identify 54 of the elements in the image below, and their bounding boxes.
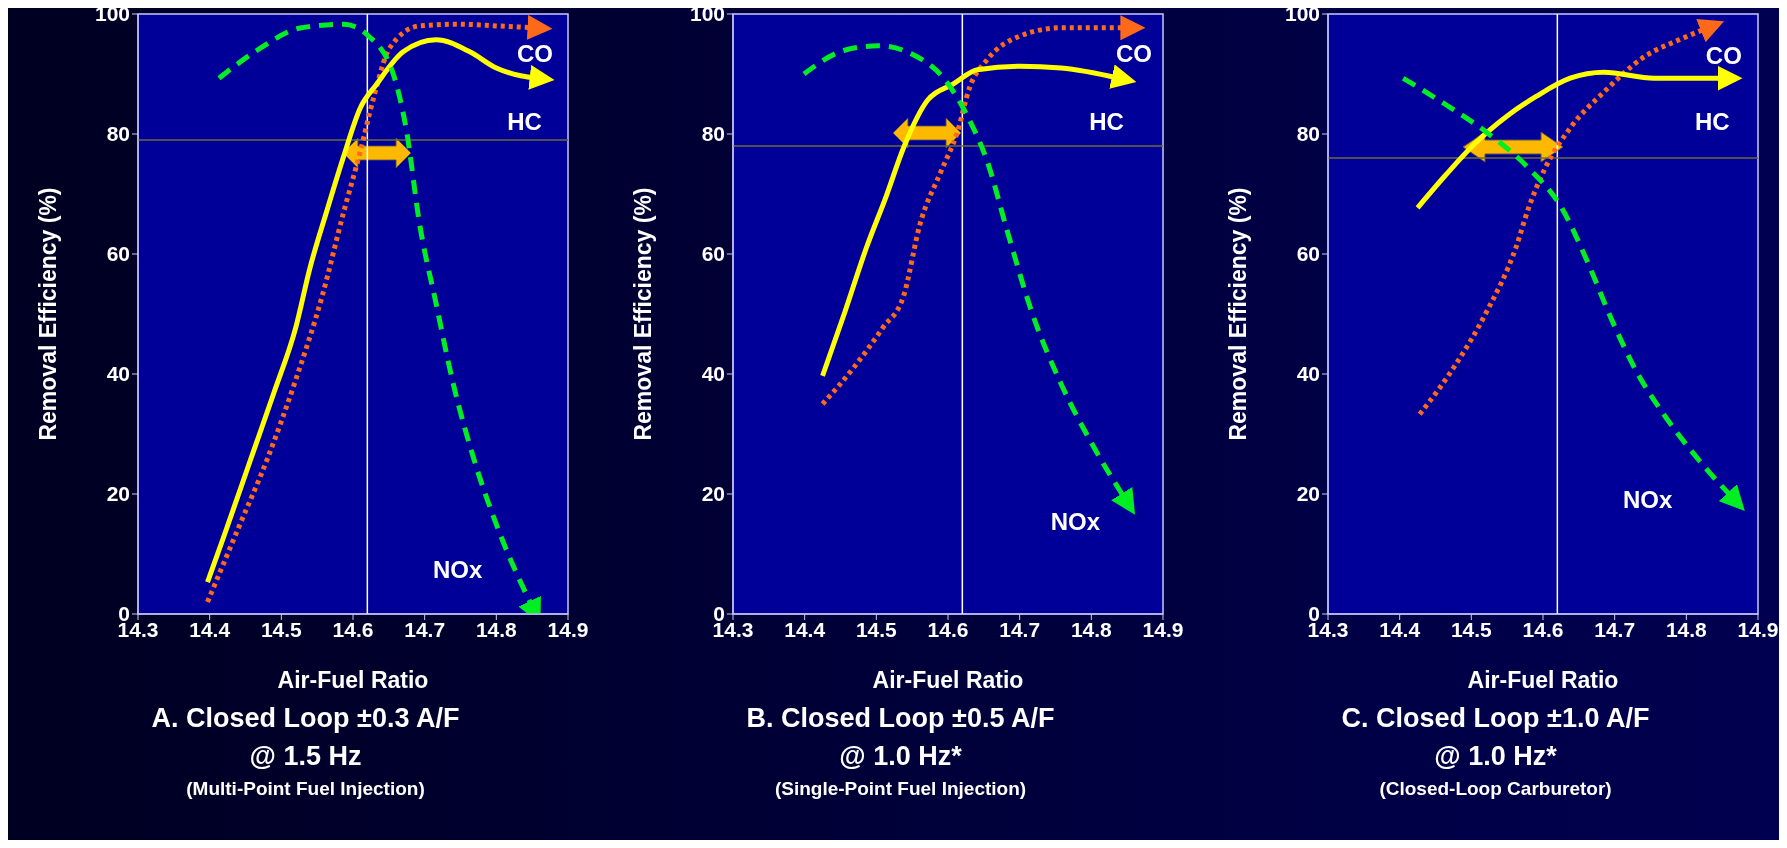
y-tick-label: 60 [1296,242,1320,266]
series-label: CO [1705,41,1742,69]
series-label: NOx [432,556,483,583]
series-label: HC [1695,108,1730,136]
text: C. Closed Loop ±1.0 A/F [1340,702,1651,735]
x-tick-label: 14.8 [1070,617,1113,641]
y-tick-label: 80 [1296,122,1320,146]
y-axis-title: Removal Efficiency (%) [1225,187,1252,441]
x-tick-label: 14.9 [1142,617,1184,641]
y-tick-label: 20 [106,482,130,506]
x-tick-label: 14.5 [855,617,898,641]
text: @ 1.5 Hz [248,740,363,773]
x-axis-title: Air-Fuel Ratio [277,667,429,693]
x-tick-label: 14.8 [475,617,518,641]
text: (Multi-Point Fuel Injection) [185,777,426,801]
y-tick-label: 80 [701,122,725,146]
y-tick-label: 20 [1296,482,1320,506]
x-tick-label: 14.7 [1594,617,1636,641]
x-tick-label: 14.7 [999,617,1041,641]
x-tick-label: 14.7 [404,617,446,641]
series-label: CO [1115,39,1152,67]
x-tick-label: 14.9 [1737,617,1779,641]
y-tick-label: 60 [106,242,130,266]
x-tick-label: 14.6 [332,617,374,641]
x-axis-title: Air-Fuel Ratio [1467,667,1619,693]
y-tick-label: 20 [701,482,725,506]
text: B. Closed Loop ±0.5 A/F [745,702,1056,735]
x-axis-title: Air-Fuel Ratio [872,667,1024,693]
series-label: NOx [1622,486,1673,514]
x-tick-label: 14.4 [784,617,826,641]
x-tick-label: 14.6 [927,617,969,641]
y-axis-title: Removal Efficiency (%) [630,187,657,441]
text: (Single-Point Fuel Injection) [773,777,1028,801]
y-tick-label: 40 [106,362,130,386]
y-tick-label: 40 [1296,362,1320,386]
x-tick-label: 14.4 [1379,617,1421,641]
text: A. Closed Loop ±0.3 A/F [150,702,461,735]
text: (Closed-Loop Carburetor) [1378,777,1613,801]
x-tick-label: 14.8 [1665,617,1708,641]
series-label: CO [517,39,554,67]
x-tick-label: 14.5 [260,617,303,641]
text: @ 1.0 Hz* [1433,740,1558,773]
series-label: HC [507,108,542,136]
x-tick-label: 14.9 [547,617,589,641]
y-tick-label: 40 [701,362,725,386]
x-tick-label: 14.5 [1450,617,1493,641]
y-axis-title: Removal Efficiency (%) [35,187,62,441]
series-label: NOx [1050,508,1101,535]
y-tick-label: 80 [106,122,130,146]
x-tick-label: 14.4 [189,617,231,641]
series-label: HC [1089,108,1124,136]
x-tick-label: 14.6 [1522,617,1564,641]
text: @ 1.0 Hz* [838,740,963,773]
y-tick-label: 60 [701,242,725,266]
